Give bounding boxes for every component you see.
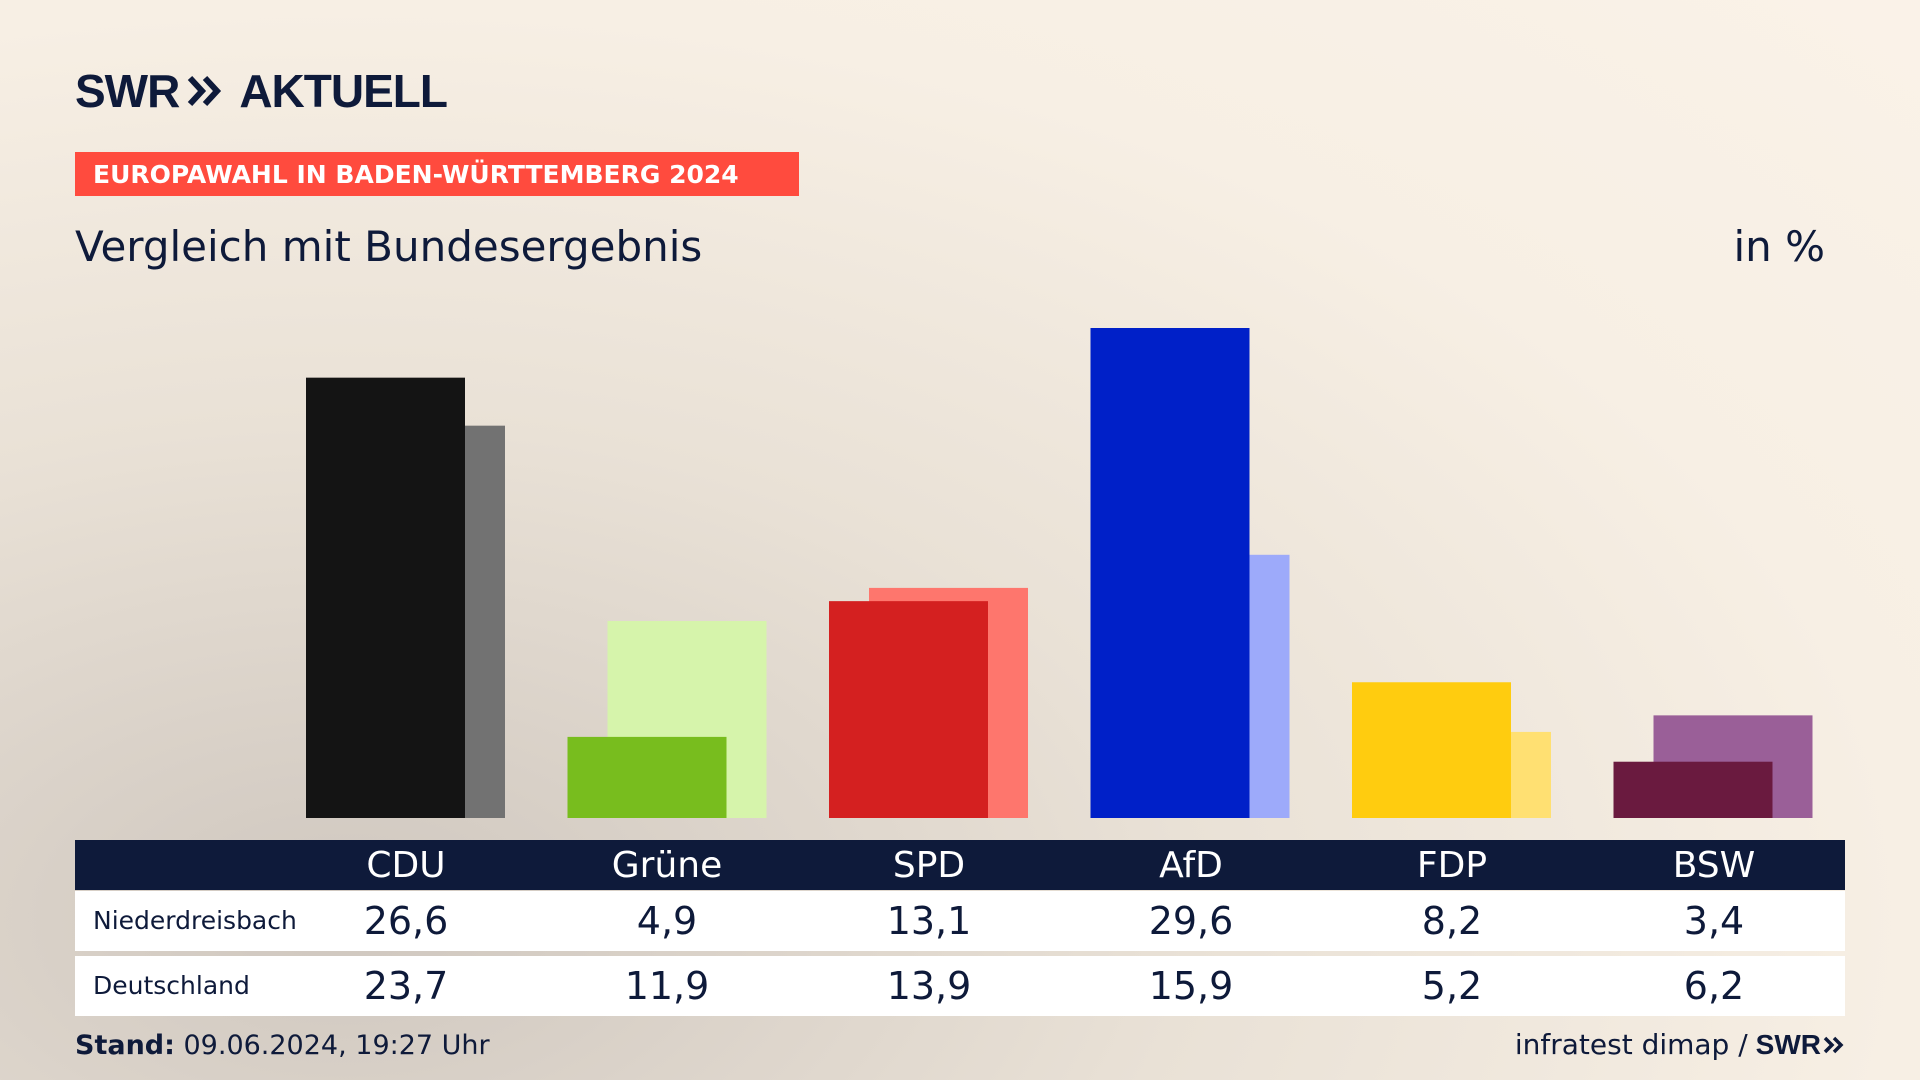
stand-value: 09.06.2024, 19:27 Uhr: [174, 1030, 490, 1061]
unit-label: in %: [1733, 222, 1825, 271]
bar-afd-niederdreisbach: [1090, 328, 1250, 818]
source-credit: infratest dimap / SWR: [1515, 1028, 1845, 1061]
table-cell: 29,6: [1148, 899, 1234, 943]
swr-mini-logo: SWR: [1756, 1029, 1845, 1061]
table-row: Deutschland 23,7 11,9 13,9 15,9 5,2 6,2: [75, 956, 1845, 1016]
row-label: Deutschland: [93, 971, 250, 1000]
timestamp: Stand: 09.06.2024, 19:27 Uhr: [75, 1030, 490, 1061]
table-cell: 11,9: [624, 964, 710, 1008]
table-cell: 3,4: [1683, 899, 1745, 943]
double-chevron-icon: [1823, 1036, 1844, 1053]
bar-chart: [306, 328, 1813, 818]
table-cell: 13,1: [886, 899, 972, 943]
bar-bsw-niederdreisbach: [1613, 761, 1773, 818]
table-cell: 13,9: [886, 964, 972, 1008]
table-cell: 4,9: [636, 899, 698, 943]
column-header-spd: SPD: [892, 845, 966, 886]
column-header-bsw: BSW: [1672, 845, 1756, 886]
table-row: Niederdreisbach 26,6 4,9 13,1 29,6 8,2 3…: [75, 891, 1845, 951]
swr-aktuell-logo: SWR AKTUELL: [75, 65, 448, 117]
table-cell: 5,2: [1421, 964, 1483, 1008]
chart-subtitle: Vergleich mit Bundesergebnis: [75, 222, 703, 271]
column-header-cdu: CDU: [366, 845, 446, 886]
double-chevron-icon: [187, 74, 223, 108]
stand-label: Stand:: [75, 1030, 175, 1061]
table-cell: 6,2: [1683, 964, 1745, 1008]
row-label: Niederdreisbach: [93, 906, 297, 935]
mini-logo-text: SWR: [1755, 1028, 1821, 1060]
table-cell: 23,7: [363, 964, 449, 1008]
bar-grüne-niederdreisbach: [567, 736, 727, 818]
bar-cdu-niederdreisbach: [306, 377, 465, 818]
table-cell: 26,6: [363, 899, 449, 943]
table-header: CDU Grüne SPD AfD FDP BSW: [75, 840, 1845, 890]
table-cell: 15,9: [1148, 964, 1234, 1008]
logo-aktuell-text: AKTUELL: [239, 65, 448, 117]
column-header-fdp: FDP: [1416, 845, 1488, 886]
column-header-afd: AfD: [1159, 845, 1223, 886]
column-header-grüne: Grüne: [611, 845, 723, 886]
source-text: infratest dimap /: [1514, 1028, 1748, 1061]
bar-spd-niederdreisbach: [829, 601, 988, 818]
election-banner: EUROPAWAHL IN BADEN-WÜRTTEMBERG 2024: [75, 152, 799, 196]
bar-fdp-niederdreisbach: [1352, 682, 1511, 818]
logo-swr-text: SWR: [75, 65, 180, 117]
table-cell: 8,2: [1421, 899, 1483, 943]
